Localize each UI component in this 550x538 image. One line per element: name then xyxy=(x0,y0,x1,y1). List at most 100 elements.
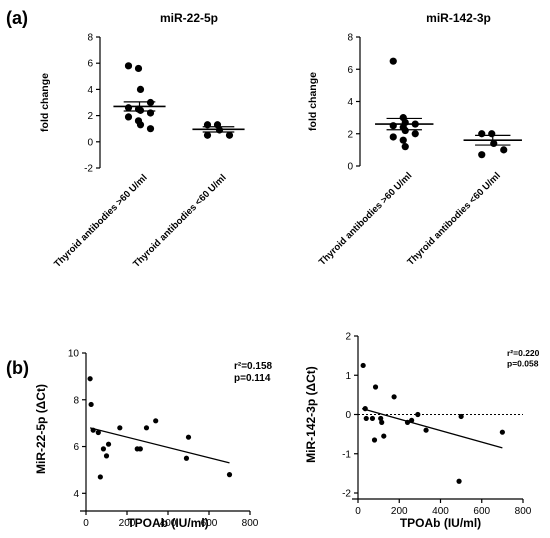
y-tick-label: 2 xyxy=(347,129,353,140)
data-point xyxy=(399,136,407,144)
data-point xyxy=(146,125,155,133)
data-point xyxy=(411,130,419,138)
data-point xyxy=(389,133,397,141)
data-point xyxy=(458,413,464,420)
data-point xyxy=(136,121,145,129)
trendline xyxy=(361,407,503,449)
x-tick-label: 0 xyxy=(83,518,89,529)
y-tick-label: 4 xyxy=(73,489,79,500)
y-tick-label: -1 xyxy=(342,449,351,460)
data-point xyxy=(105,441,112,447)
data-point xyxy=(88,401,94,408)
stat-annotation: p=0.058 xyxy=(507,359,539,369)
data-point xyxy=(124,113,133,121)
data-point xyxy=(146,98,155,107)
category-label: Thyroid antibodies <60 U/ml xyxy=(131,172,229,270)
data-point xyxy=(401,143,409,151)
data-point xyxy=(371,437,378,443)
y-tick-label: 6 xyxy=(87,59,93,70)
category-label: Thyroid antibodies >60 U/ml xyxy=(317,170,415,268)
data-point xyxy=(143,425,150,431)
chart-mir22-correlation: 4 6 8 10 0 200 400 600 800 TPOAb (IU/ml) MiR-22-5p… xyxy=(34,349,273,531)
data-point xyxy=(456,478,462,484)
y-tick-label: 10 xyxy=(68,349,80,360)
x-axis-label: TPOAb (IU/ml) xyxy=(127,516,208,530)
y-tick-label: 0 xyxy=(345,410,351,421)
y-axis-label: MiR-22-5p (ΔCt) xyxy=(34,384,48,474)
data-point xyxy=(379,419,385,425)
x-tick-label: 600 xyxy=(473,506,490,517)
y-tick-label: 1 xyxy=(345,371,351,382)
data-point xyxy=(153,418,159,424)
y-tick-label: 2 xyxy=(345,332,351,343)
data-point xyxy=(185,434,192,440)
data-point xyxy=(499,429,505,435)
data-point xyxy=(391,394,397,400)
x-tick-label: 600 xyxy=(201,518,218,529)
y-axis-label: fold change xyxy=(39,73,51,132)
x-tick-label: 200 xyxy=(391,506,408,517)
data-point xyxy=(87,376,93,382)
data-point xyxy=(381,433,387,439)
trendline xyxy=(89,427,230,464)
data-point xyxy=(137,446,143,452)
data-point xyxy=(389,122,397,130)
data-point xyxy=(389,57,397,65)
chart-mir22-dotplot: -2 0 2 4 6 8 miR-22-5p fold change Thyroid antib… xyxy=(39,11,245,270)
y-tick-label: 4 xyxy=(87,85,93,96)
data-point xyxy=(360,362,366,369)
y-tick-label: 4 xyxy=(347,97,353,108)
x-tick-label: 800 xyxy=(242,518,259,529)
data-point xyxy=(488,130,496,138)
data-point xyxy=(478,130,486,138)
y-tick-label: 2 xyxy=(87,111,93,122)
y-tick-label: 8 xyxy=(73,395,79,406)
x-tick-label: 0 xyxy=(355,506,361,517)
x-tick-label: 400 xyxy=(432,506,449,517)
data-point xyxy=(404,419,411,425)
panel-label-a: (a) xyxy=(6,8,28,28)
chart-title: miR-22-5p xyxy=(160,11,218,25)
data-point xyxy=(225,131,234,139)
data-point xyxy=(124,62,133,70)
data-point xyxy=(363,415,369,422)
category-label: Thyroid antibodies <60 U/ml xyxy=(405,170,503,268)
x-tick-label: 800 xyxy=(515,506,532,517)
data-point xyxy=(362,406,368,412)
data-point xyxy=(409,417,415,423)
data-point xyxy=(500,146,508,154)
data-point xyxy=(117,425,123,431)
data-point xyxy=(100,446,107,452)
y-tick-label: 8 xyxy=(347,33,353,44)
data-point xyxy=(478,151,486,159)
y-tick-label: 0 xyxy=(87,137,93,148)
y-tick-label: -2 xyxy=(342,489,351,500)
chart-mir142-dotplot: 0 2 4 6 8 miR-142-3p fold change Thyroid antibo… xyxy=(307,11,522,268)
data-point xyxy=(97,474,103,480)
y-tick-label: 6 xyxy=(347,65,353,76)
stat-annotation: r²=0.158 xyxy=(234,361,273,372)
x-axis-label: TPOAb (IU/ml) xyxy=(400,516,481,530)
y-tick-label: -2 xyxy=(84,164,93,175)
data-point xyxy=(369,415,376,422)
y-tick-label: 8 xyxy=(87,33,93,44)
y-axis-label: fold change xyxy=(307,72,319,131)
data-point xyxy=(415,411,421,418)
data-point xyxy=(401,126,409,135)
chart-mir142-correlation: -2 -1 0 1 2 0 200 400 600 800 TPOAb (IU/ml) MiR-142… xyxy=(304,332,540,531)
category-label: Thyroid antibodies >60 U/ml xyxy=(52,172,150,270)
data-point xyxy=(203,131,212,139)
panel-label-b: (b) xyxy=(6,358,29,378)
y-tick-label: 6 xyxy=(73,442,79,453)
data-point xyxy=(134,64,143,73)
chart-title: miR-142-3p xyxy=(426,11,491,25)
stat-annotation: p=0.114 xyxy=(234,373,271,384)
stat-annotation: r²=0.220 xyxy=(507,348,540,358)
data-point xyxy=(95,429,101,436)
data-point xyxy=(136,85,145,93)
x-tick-label: 200 xyxy=(119,518,136,529)
data-point xyxy=(372,384,379,390)
data-point xyxy=(423,427,429,433)
data-point xyxy=(136,106,145,114)
data-point xyxy=(103,453,110,459)
